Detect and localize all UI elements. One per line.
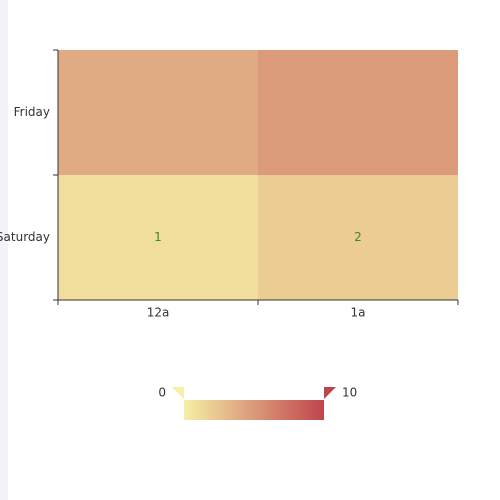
visual-map-handle[interactable] (172, 387, 184, 399)
heat-cell (58, 175, 258, 300)
cell-label: 2 (354, 230, 362, 244)
visual-map-max: 10 (342, 386, 357, 400)
heat-cell (258, 50, 458, 175)
visual-map-min: 0 (158, 386, 166, 400)
y-tick-label: Saturday (0, 230, 50, 244)
side-strip (0, 0, 8, 500)
cell-label: 1 (154, 230, 162, 244)
heat-cell (258, 175, 458, 300)
heat-cell (58, 50, 258, 175)
x-tick-label: 12a (147, 306, 170, 320)
visual-map-handle[interactable] (324, 387, 336, 399)
visual-map-bar (184, 400, 324, 420)
x-tick-label: 1a (351, 306, 366, 320)
y-tick-label: Friday (14, 105, 50, 119)
